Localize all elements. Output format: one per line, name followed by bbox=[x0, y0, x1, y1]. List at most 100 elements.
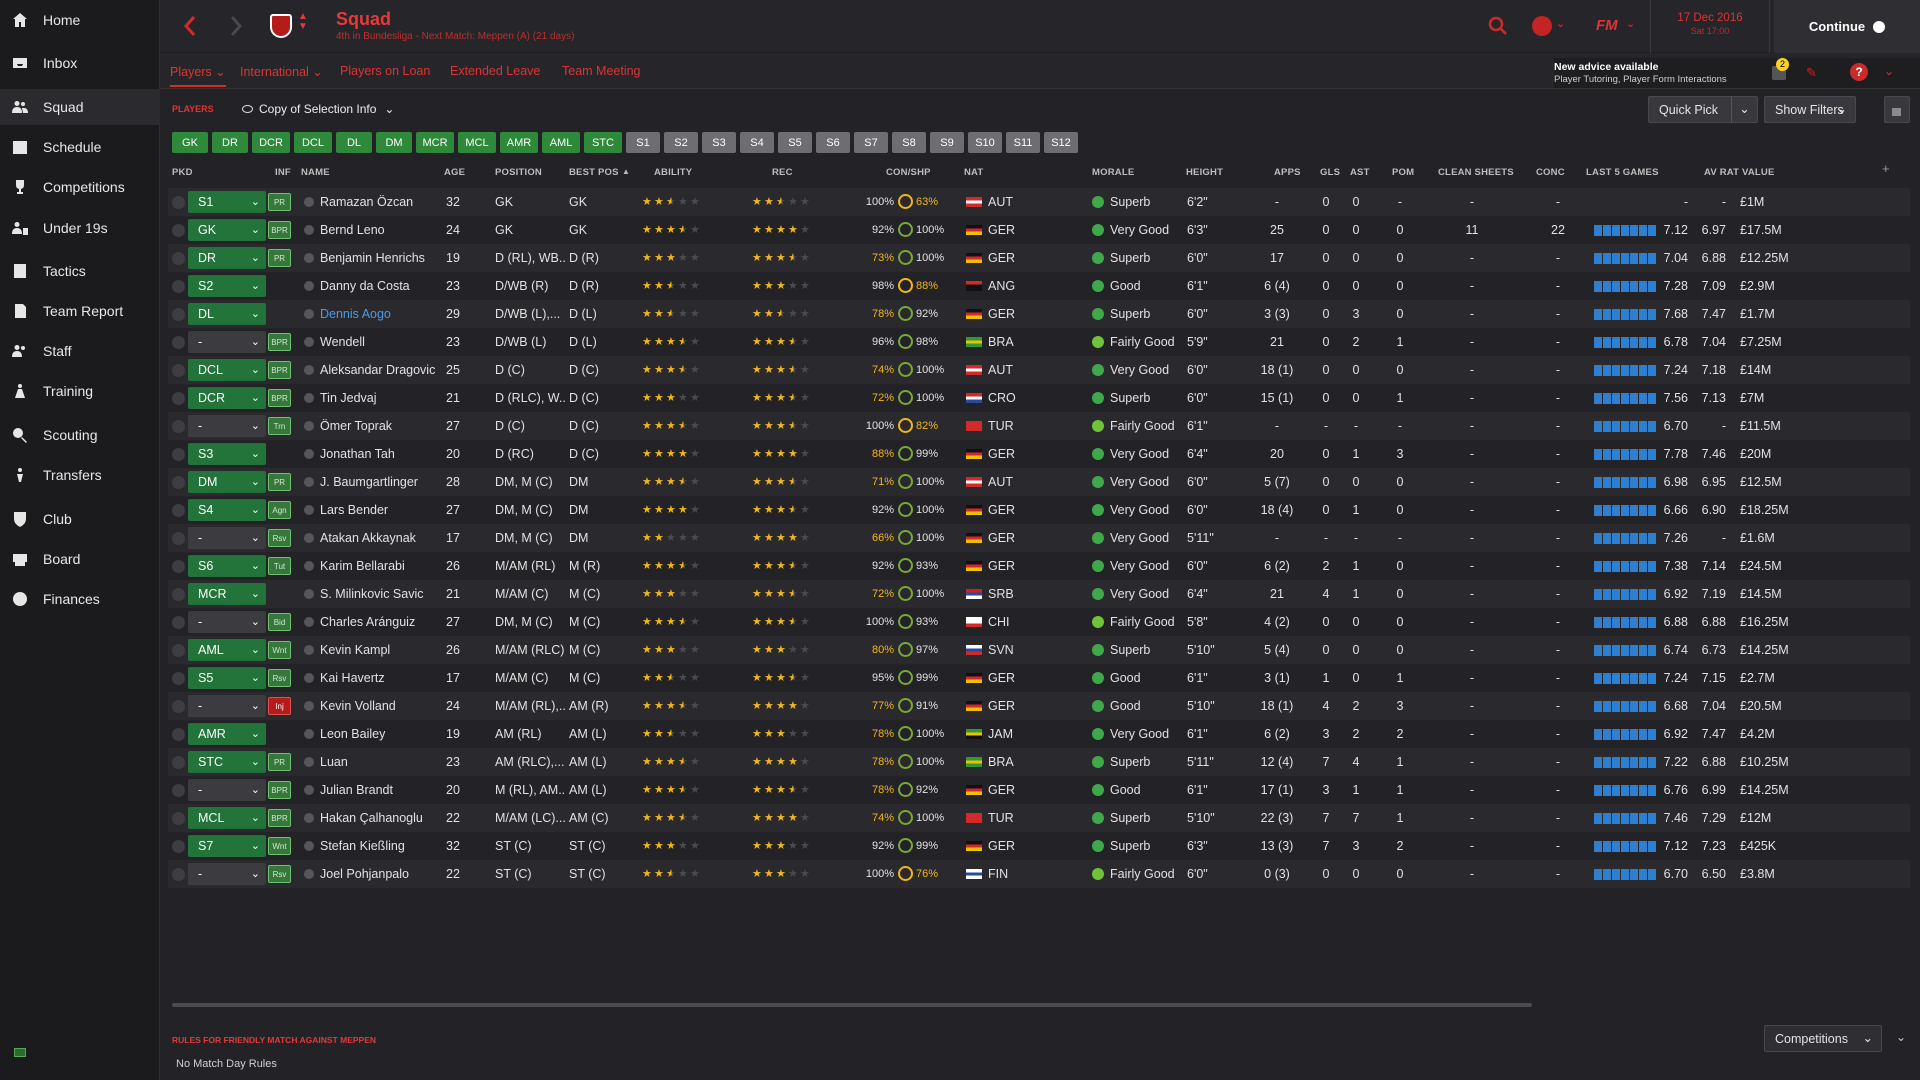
player-info-icon[interactable] bbox=[304, 645, 314, 655]
view-selector[interactable]: Copy of Selection Info ⌄ bbox=[242, 100, 394, 118]
player-info-icon[interactable] bbox=[304, 813, 314, 823]
picked-position-dropdown[interactable]: - ⌄ bbox=[188, 415, 266, 437]
picked-position-dropdown[interactable]: S1 ⌄ bbox=[188, 191, 266, 213]
help-icon[interactable]: ? bbox=[1850, 63, 1868, 81]
help-chevron-icon[interactable]: ⌄ bbox=[1884, 64, 1895, 78]
column-header-con-shp[interactable]: CON/SHP bbox=[886, 167, 931, 178]
player-name[interactable]: Hakan Çalhanoglu bbox=[320, 811, 423, 825]
player-name[interactable]: Danny da Costa bbox=[320, 279, 410, 293]
column-header-av-rat[interactable]: AV RAT bbox=[1704, 167, 1740, 178]
column-header-last-5-games[interactable]: LAST 5 GAMES bbox=[1586, 167, 1659, 178]
column-header-apps[interactable]: APPS bbox=[1274, 167, 1301, 178]
position-filter-s3[interactable]: S3 bbox=[702, 132, 736, 153]
table-row[interactable]: DCL ⌄ BPR Aleksandar Dragovic 25 D (C) D (C) ★ ★… bbox=[168, 356, 1910, 384]
position-filter-s8[interactable]: S8 bbox=[892, 132, 926, 153]
table-row[interactable]: - ⌄ Rsv Joel Pohjanpalo 22 ST (C) ST (C) ★ ★ ★ ★ ★ ★… bbox=[168, 860, 1910, 888]
sidebar-item-transfers[interactable]: Transfers bbox=[0, 457, 160, 493]
position-filter-s2[interactable]: S2 bbox=[664, 132, 698, 153]
player-name[interactable]: Ramazan Özcan bbox=[320, 195, 414, 209]
picked-position-dropdown[interactable]: DM ⌄ bbox=[188, 471, 266, 493]
player-info-icon[interactable] bbox=[304, 561, 314, 571]
picked-position-dropdown[interactable]: S4 ⌄ bbox=[188, 499, 266, 521]
picked-position-dropdown[interactable]: MCL ⌄ bbox=[188, 807, 266, 829]
column-header-inf[interactable]: INF bbox=[275, 167, 291, 178]
position-filter-mcr[interactable]: MCR bbox=[416, 132, 454, 153]
player-info-icon[interactable] bbox=[304, 477, 314, 487]
row-select-checkbox[interactable] bbox=[172, 868, 185, 881]
table-row[interactable]: S1 ⌄ PR Ramazan Özcan 32 GK GK ★ ★ ★ ★ ★ ★ ★ ★ ★ ★ 100% 63… bbox=[168, 188, 1910, 216]
row-select-checkbox[interactable] bbox=[172, 252, 185, 265]
column-header-age[interactable]: AGE bbox=[444, 167, 466, 178]
player-info-icon[interactable] bbox=[304, 869, 314, 879]
row-select-checkbox[interactable] bbox=[172, 756, 185, 769]
table-row[interactable]: - ⌄ Bid Charles Aránguiz 27 DM, M (C) M (C) ★ ★ ★… bbox=[168, 608, 1910, 636]
sidebar-item-under-19s[interactable]: Under 19s bbox=[0, 210, 160, 246]
club-crest-icon[interactable] bbox=[270, 14, 292, 38]
tab-extended-leave[interactable]: Extended Leave bbox=[450, 64, 541, 78]
picked-position-dropdown[interactable]: DL ⌄ bbox=[188, 303, 266, 325]
player-info-icon[interactable] bbox=[304, 505, 314, 515]
globe-icon[interactable] bbox=[1532, 16, 1552, 36]
player-name[interactable]: Julian Brandt bbox=[320, 783, 393, 797]
picked-position-dropdown[interactable]: S7 ⌄ bbox=[188, 835, 266, 857]
sidebar-item-club[interactable]: Club bbox=[0, 501, 160, 537]
player-name[interactable]: Luan bbox=[320, 755, 348, 769]
position-filter-s11[interactable]: S11 bbox=[1006, 132, 1040, 153]
player-name[interactable]: Lars Bender bbox=[320, 503, 389, 517]
player-name[interactable]: S. Milinkovic Savic bbox=[320, 587, 424, 601]
row-select-checkbox[interactable] bbox=[172, 420, 185, 433]
player-name[interactable]: Wendell bbox=[320, 335, 365, 349]
column-header-height[interactable]: HEIGHT bbox=[1186, 167, 1224, 178]
column-header-pom[interactable]: POM bbox=[1392, 167, 1415, 178]
position-filter-stc[interactable]: STC bbox=[584, 132, 622, 153]
horizontal-scrollbar[interactable] bbox=[172, 1003, 1532, 1007]
back-button[interactable] bbox=[182, 14, 198, 38]
player-info-icon[interactable] bbox=[304, 673, 314, 683]
player-info-icon[interactable] bbox=[304, 197, 314, 207]
row-select-checkbox[interactable] bbox=[172, 616, 185, 629]
picked-position-dropdown[interactable]: AMR ⌄ bbox=[188, 723, 266, 745]
player-info-icon[interactable] bbox=[304, 393, 314, 403]
picked-position-dropdown[interactable]: MCR ⌄ bbox=[188, 583, 266, 605]
player-info-icon[interactable] bbox=[304, 449, 314, 459]
position-filter-mcl[interactable]: MCL bbox=[458, 132, 496, 153]
table-row[interactable]: - ⌄ Rsv Atakan Akkaynak 17 DM, M (C) DM ★ ★ ★ ★ ★ ★ ★… bbox=[168, 524, 1910, 552]
sidebar-item-inbox[interactable]: Inbox bbox=[0, 45, 160, 81]
add-column-icon[interactable]: + bbox=[1882, 161, 1890, 176]
column-header-gls[interactable]: GLS bbox=[1320, 167, 1341, 178]
row-select-checkbox[interactable] bbox=[172, 840, 185, 853]
position-filter-s6[interactable]: S6 bbox=[816, 132, 850, 153]
advice-panel[interactable]: New advice available Player Tutoring, Pl… bbox=[1554, 58, 1920, 88]
fm-menu-button[interactable]: FM bbox=[1596, 17, 1618, 34]
table-row[interactable]: - ⌄ Trn Ömer Toprak 27 D (C) D (C) ★ ★ ★ ★ ★ ★ ★ ★ ★ ★ 10… bbox=[168, 412, 1910, 440]
picked-position-dropdown[interactable]: - ⌄ bbox=[188, 527, 266, 549]
player-info-icon[interactable] bbox=[304, 617, 314, 627]
position-filter-dr[interactable]: DR bbox=[212, 132, 248, 153]
row-select-checkbox[interactable] bbox=[172, 532, 185, 545]
column-header-rec[interactable]: REC bbox=[772, 167, 793, 178]
picked-position-dropdown[interactable]: - ⌄ bbox=[188, 779, 266, 801]
row-select-checkbox[interactable] bbox=[172, 812, 185, 825]
player-info-icon[interactable] bbox=[304, 785, 314, 795]
row-select-checkbox[interactable] bbox=[172, 560, 185, 573]
picked-position-dropdown[interactable]: S2 ⌄ bbox=[188, 275, 266, 297]
table-row[interactable]: MCR ⌄ S. Milinkovic Savic 21 M/AM (C) M (C) ★ ★… bbox=[168, 580, 1910, 608]
position-filter-s7[interactable]: S7 bbox=[854, 132, 888, 153]
player-info-icon[interactable] bbox=[304, 841, 314, 851]
player-name[interactable]: Dennis Aogo bbox=[320, 307, 391, 321]
player-name[interactable]: J. Baumgartlinger bbox=[320, 475, 418, 489]
table-row[interactable]: DL ⌄ Dennis Aogo 29 D/WB (L),... D (L) ★ ★ ★ ★ ★ ★ ★… bbox=[168, 300, 1910, 328]
player-info-icon[interactable] bbox=[304, 589, 314, 599]
table-row[interactable]: - ⌄ BPR Wendell 23 D/WB (L) D (L) ★ ★ ★ ★ ★ ★ ★ ★ ★ ★ 96%… bbox=[168, 328, 1910, 356]
picked-position-dropdown[interactable]: STC ⌄ bbox=[188, 751, 266, 773]
quick-pick-chevron-icon[interactable]: ⌄ bbox=[1731, 97, 1757, 122]
sidebar-item-staff[interactable]: Staff bbox=[0, 333, 160, 369]
player-name[interactable]: Leon Bailey bbox=[320, 727, 386, 741]
edit-icon[interactable]: ✎ bbox=[1806, 65, 1817, 80]
player-info-icon[interactable] bbox=[304, 309, 314, 319]
row-select-checkbox[interactable] bbox=[172, 504, 185, 517]
picked-position-dropdown[interactable]: AML ⌄ bbox=[188, 639, 266, 661]
table-row[interactable]: GK ⌄ BPR Bernd Leno 24 GK GK ★ ★ ★ ★ ★ ★ ★ ★ ★ ★ 92% 100% G… bbox=[168, 216, 1910, 244]
picked-position-dropdown[interactable]: - ⌄ bbox=[188, 331, 266, 353]
position-filter-dm[interactable]: DM bbox=[376, 132, 412, 153]
